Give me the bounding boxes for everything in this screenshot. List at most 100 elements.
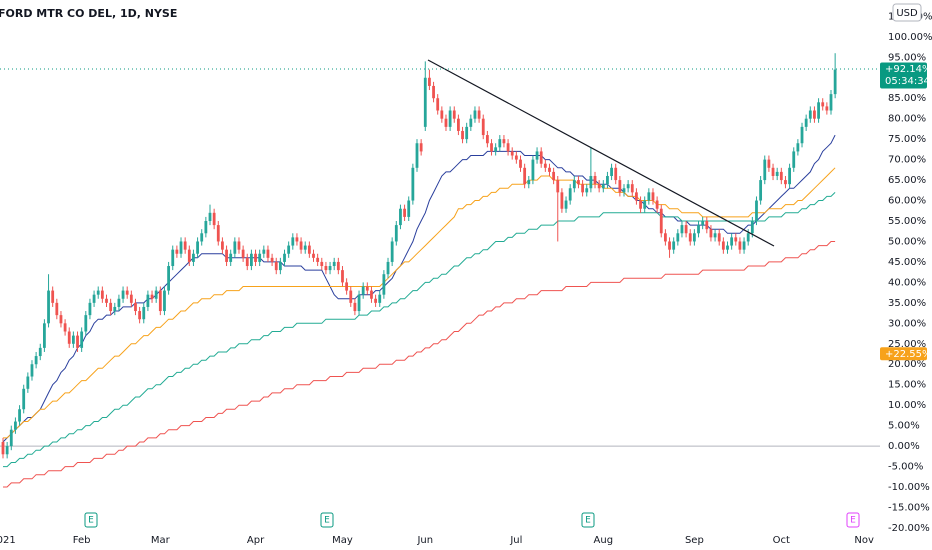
candle-body	[237, 241, 241, 250]
candle-body	[481, 118, 485, 136]
x-tick-label: Aug	[594, 535, 614, 546]
earnings-label: E	[585, 516, 591, 526]
candle-body	[684, 225, 688, 234]
candle-body	[109, 302, 113, 312]
candle-body	[746, 233, 750, 242]
candle-body	[680, 225, 684, 234]
candle-body	[291, 237, 295, 246]
candle-body	[349, 290, 353, 303]
candle-body	[825, 106, 829, 111]
candle-body	[668, 241, 671, 250]
moving-average	[2, 134, 836, 443]
candle-body	[568, 188, 572, 201]
candle-body	[390, 241, 394, 262]
candle-body	[808, 110, 812, 119]
candle-body	[519, 159, 522, 168]
candle-body	[531, 159, 535, 181]
candle-body	[233, 241, 237, 254]
moving-average	[3, 167, 836, 439]
candle-body	[548, 167, 551, 172]
candle-body	[171, 249, 175, 267]
candle-body	[477, 110, 481, 119]
candle-body	[713, 233, 717, 238]
y-tick-label: -15.00%	[888, 502, 930, 513]
y-tick-label: 25.00%	[888, 339, 926, 350]
candle-body	[423, 77, 427, 127]
candle-body	[105, 298, 108, 303]
x-tick-label: Sep	[685, 535, 704, 546]
candle-body	[341, 270, 344, 283]
candle-body	[187, 249, 191, 262]
candle-body	[742, 241, 746, 250]
candle-body	[676, 233, 680, 242]
candle-body	[204, 221, 208, 234]
candle-body	[411, 167, 415, 201]
y-tick-label: 50.00%	[888, 236, 926, 247]
candle-body	[469, 118, 473, 127]
candle-body	[535, 151, 539, 160]
candle-body	[312, 253, 315, 258]
candle-body	[71, 335, 75, 344]
y-tick-label: 0.00%	[888, 441, 920, 452]
candle-body	[84, 315, 88, 332]
candle-body	[717, 233, 721, 242]
candle-body	[601, 184, 605, 189]
candle-body	[47, 290, 50, 324]
candle-body	[51, 290, 55, 303]
candle-body	[796, 143, 800, 152]
candle-body	[9, 429, 13, 447]
candle-body	[208, 212, 212, 222]
earnings-label: E	[850, 516, 856, 526]
candle-body	[618, 180, 622, 193]
candle-body	[216, 225, 220, 242]
candle-body	[332, 261, 336, 267]
earnings-marker	[320, 512, 334, 528]
x-tick-label: Jul	[509, 535, 522, 546]
candle-body	[163, 290, 166, 312]
candle-body	[788, 167, 791, 185]
earnings-marker	[581, 512, 595, 528]
earnings-marker	[84, 512, 98, 528]
y-tick-label: 15.00%	[888, 380, 926, 391]
candle-body	[179, 241, 183, 254]
candle-body	[730, 237, 734, 246]
candle-body	[626, 184, 630, 189]
y-tick-label: 100.00%	[888, 32, 932, 43]
candle-body	[183, 241, 187, 250]
candle-body	[759, 180, 763, 201]
candle-body	[76, 335, 79, 348]
candle-body	[688, 233, 692, 242]
candle-body	[266, 249, 270, 258]
candle-body	[701, 221, 705, 226]
candle-body	[200, 233, 204, 242]
candle-body	[585, 188, 589, 193]
trend-line[interactable]	[427, 59, 775, 247]
candle-body	[26, 376, 30, 389]
candle-body	[721, 241, 725, 250]
candle-body	[833, 69, 837, 95]
candle-body	[564, 200, 568, 209]
moving-average	[3, 241, 836, 488]
candle-body	[651, 192, 655, 201]
candle-body	[502, 139, 506, 144]
candle-body	[150, 294, 154, 299]
candle-body	[328, 266, 332, 271]
candle-body	[378, 294, 382, 303]
candle-body	[577, 180, 580, 185]
candle-body	[303, 245, 307, 250]
price-tag-label: +22.55%	[885, 349, 932, 360]
candle-body	[117, 298, 121, 307]
y-tick-label: 60.00%	[888, 196, 926, 207]
candle-body	[142, 306, 146, 320]
candle-body	[361, 286, 365, 295]
currency-box[interactable]	[892, 3, 922, 22]
candle-body	[440, 110, 444, 119]
candle-body	[415, 143, 419, 168]
candle-body	[514, 155, 518, 160]
currency[interactable]: USD	[896, 8, 918, 19]
candle-body	[457, 118, 460, 131]
candle-body	[38, 347, 42, 357]
y-tick-label: 10.00%	[888, 400, 926, 411]
candle-body	[452, 110, 456, 119]
candle-body	[125, 290, 129, 295]
